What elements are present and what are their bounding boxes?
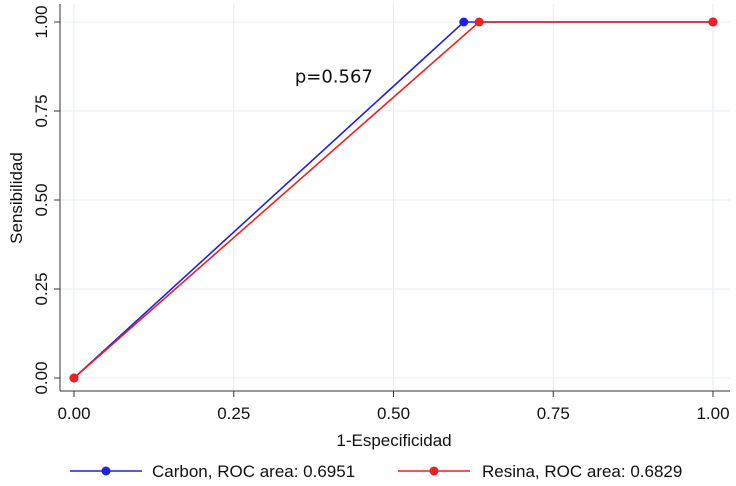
x-axis-title: 1-Especificidad bbox=[336, 431, 451, 450]
y-tick-label-2: 0.50 bbox=[32, 183, 51, 216]
legend-label-1: Carbon, ROC area: 0.6951 bbox=[152, 462, 355, 481]
y-tick-label-4: 1.00 bbox=[32, 5, 51, 38]
x-tick-label-0: 0.00 bbox=[57, 404, 90, 423]
x-tick-label-1: 0.25 bbox=[217, 404, 250, 423]
x-tick-label-2: 0.50 bbox=[377, 404, 410, 423]
plot-background bbox=[56, 0, 736, 395]
series-2-point-0 bbox=[69, 373, 79, 383]
x-tick-label-4: 1.00 bbox=[696, 404, 729, 423]
series-2-point-2 bbox=[708, 17, 718, 27]
legend-marker-2 bbox=[429, 466, 439, 476]
series-1-point-1 bbox=[459, 17, 469, 27]
legend-label-2: Resina, ROC area: 0.6829 bbox=[482, 462, 682, 481]
y-tick-label-3: 0.75 bbox=[32, 94, 51, 127]
y-tick-label-0: 0.00 bbox=[32, 361, 51, 394]
y-tick-label-1: 0.25 bbox=[32, 272, 51, 305]
p-value-annotation: p=0.567 bbox=[295, 67, 373, 88]
y-axis-title: Sensibilidad bbox=[7, 152, 26, 244]
x-tick-label-3: 0.75 bbox=[537, 404, 570, 423]
series-layer bbox=[69, 17, 718, 383]
legend: Carbon, ROC area: 0.6951 Resina, ROC area… bbox=[70, 462, 682, 481]
axes: 0.00 0.00 0.25 0.25 0.50 0.50 0.75 0.75 1.00 1.00 bbox=[32, 4, 730, 423]
series-2-point-1 bbox=[474, 17, 484, 27]
legend-marker-1 bbox=[101, 466, 111, 476]
